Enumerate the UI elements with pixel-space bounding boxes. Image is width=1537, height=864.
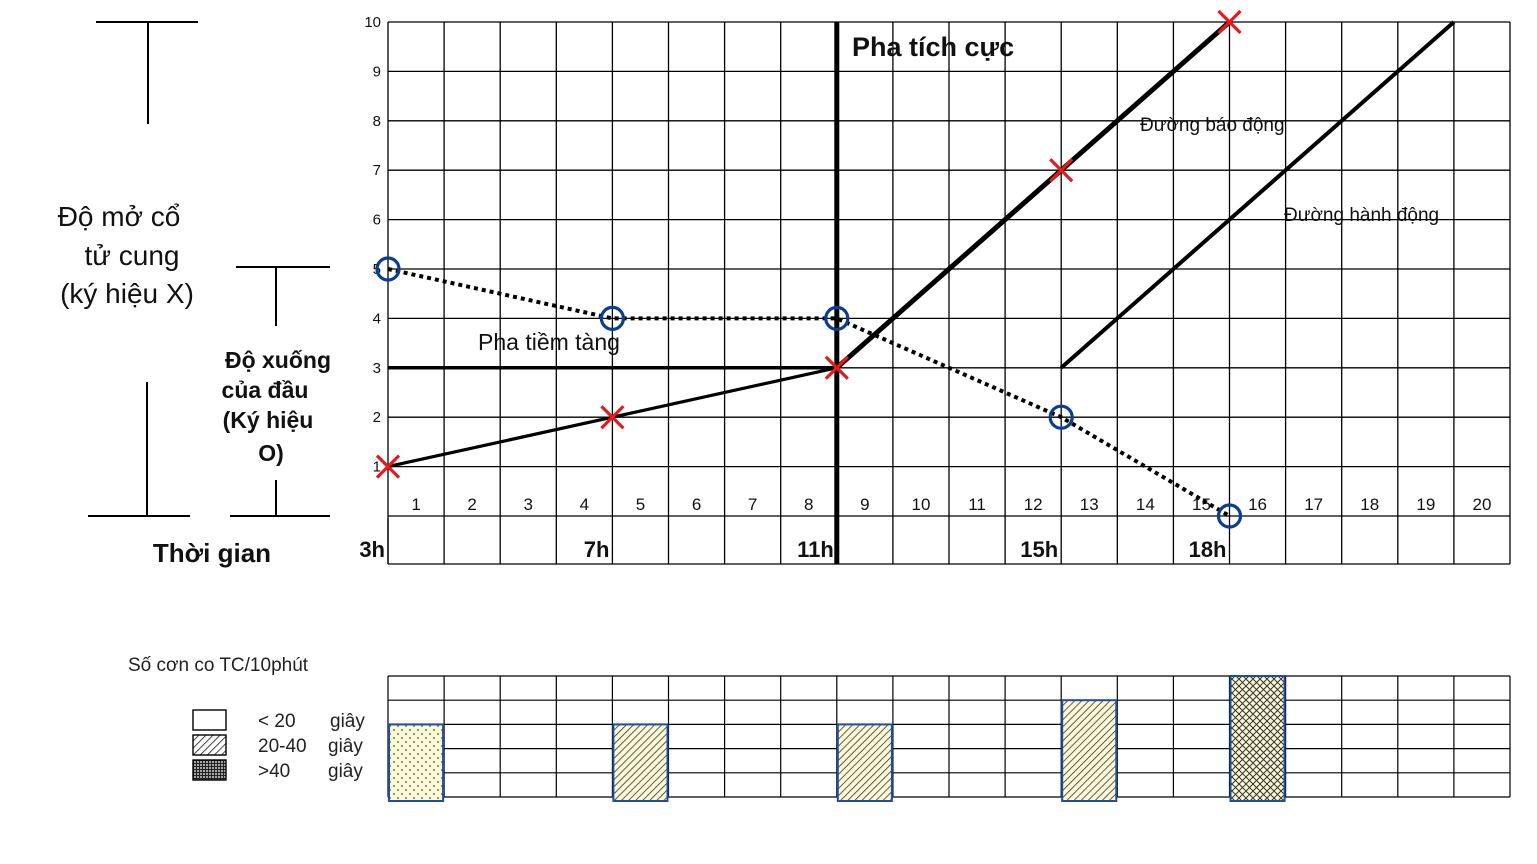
contraction-bars bbox=[388, 675, 1286, 803]
legend-swatch-short bbox=[192, 709, 227, 731]
active-phase-label: Pha tích cực bbox=[852, 32, 1014, 62]
contraction-bar bbox=[1229, 675, 1286, 802]
x-tick-label: 1 bbox=[411, 495, 420, 514]
y-tick-label: 7 bbox=[373, 162, 381, 179]
x-tick-label: 8 bbox=[804, 495, 813, 514]
legend-swatch-long bbox=[192, 759, 227, 781]
time-label: Thời gian bbox=[153, 538, 271, 568]
cervix-title-line-3: (ký hiệu X) bbox=[60, 278, 194, 309]
alert-line-label: Đường báo động bbox=[1140, 115, 1285, 136]
legend-unit-long: giây bbox=[328, 761, 363, 782]
contraction-bar bbox=[1061, 699, 1118, 803]
y-tick-label: 9 bbox=[373, 63, 381, 80]
time-labels: 3h 7h 11h 15h 18h bbox=[359, 537, 1226, 562]
x-tick-label: 11 bbox=[968, 495, 986, 514]
cervix-x-marker bbox=[824, 355, 849, 380]
descent-o-marker bbox=[375, 256, 401, 282]
legend-swatch-medium bbox=[192, 734, 227, 756]
legend-label-medium: 20-40 bbox=[258, 736, 307, 757]
x-tick-label: 19 bbox=[1416, 495, 1435, 514]
descent-title-line-2: của đầu bbox=[222, 377, 309, 403]
main-grid bbox=[387, 21, 1511, 565]
x-tick-label: 16 bbox=[1248, 495, 1267, 514]
x-tick-label: 10 bbox=[911, 495, 930, 514]
contraction-bar bbox=[836, 723, 893, 803]
legend-unit-short: giây bbox=[330, 711, 365, 732]
head-descent-line bbox=[387, 267, 1231, 518]
x-tick-label: 17 bbox=[1304, 495, 1323, 514]
cervix-x-marker bbox=[1217, 9, 1242, 35]
descent-title-line-1: Độ xuống bbox=[225, 347, 331, 373]
legend-label-short: < 20 bbox=[258, 711, 296, 732]
descent-title-line-3: (Ký hiệu bbox=[223, 407, 314, 433]
left-brackets bbox=[88, 21, 330, 517]
x-tick-labels: 1 2 3 4 5 6 7 8 9 10 11 12 13 14 15 16 17 18 19 20 bbox=[411, 495, 1491, 514]
x-tick-label: 13 bbox=[1080, 495, 1099, 514]
contractions-grid bbox=[387, 675, 1511, 798]
descent-title-line-4: O) bbox=[258, 440, 284, 466]
cervix-dilation-line bbox=[387, 20, 1231, 469]
descent-o-marker bbox=[824, 305, 850, 331]
time-tick-label: 11h bbox=[797, 537, 834, 562]
legend-label-long: >40 bbox=[258, 761, 290, 782]
time-tick-label: 3h bbox=[359, 537, 385, 562]
y-tick-label: 10 bbox=[364, 14, 381, 31]
descent-o-marker bbox=[1216, 503, 1243, 529]
x-tick-label: 2 bbox=[467, 495, 476, 514]
x-tick-label: 14 bbox=[1136, 495, 1155, 514]
x-tick-label: 6 bbox=[692, 495, 701, 514]
x-tick-label: 7 bbox=[748, 495, 757, 514]
time-tick-label: 15h bbox=[1020, 537, 1058, 562]
descent-o-marker bbox=[1048, 404, 1074, 430]
contraction-bar bbox=[612, 723, 669, 803]
contraction-bar bbox=[388, 723, 445, 803]
x-tick-label: 4 bbox=[580, 495, 589, 514]
time-tick-label: 7h bbox=[584, 537, 610, 562]
y-tick-label: 2 bbox=[373, 409, 381, 426]
x-tick-label: 15 bbox=[1192, 495, 1211, 514]
action-line-label: Đường hành động bbox=[1284, 205, 1439, 226]
cervix-x-marker bbox=[1049, 158, 1074, 183]
action-line bbox=[1059, 20, 1456, 370]
y-tick-label: 1 bbox=[373, 459, 381, 476]
x-tick-label: 18 bbox=[1360, 495, 1379, 514]
cervix-title-line-1: Độ mở cổ bbox=[58, 201, 181, 232]
x-tick-label: 20 bbox=[1472, 495, 1491, 514]
cervix-title-line-2: tử cung bbox=[84, 240, 179, 271]
x-tick-label: 3 bbox=[524, 495, 533, 514]
contractions-title: Số cơn co TC/10phút bbox=[128, 655, 309, 676]
cervix-x-marker bbox=[600, 405, 625, 430]
cervix-x-marker bbox=[375, 454, 401, 479]
series-markers bbox=[375, 9, 1243, 529]
legend: < 20 giây 20-40 giây >40 giây bbox=[192, 709, 365, 782]
x-tick-label: 9 bbox=[860, 495, 869, 514]
x-tick-label: 12 bbox=[1024, 495, 1043, 514]
time-tick-label: 18h bbox=[1189, 537, 1227, 562]
descent-o-marker bbox=[599, 305, 626, 331]
latent-phase-label: Pha tiềm tàng bbox=[478, 329, 620, 355]
legend-unit-medium: giây bbox=[328, 736, 363, 757]
x-tick-label: 5 bbox=[636, 495, 645, 514]
y-tick-label: 8 bbox=[373, 113, 381, 130]
y-tick-label: 4 bbox=[373, 310, 381, 327]
y-tick-label: 6 bbox=[373, 212, 381, 229]
y-tick-label: 3 bbox=[373, 360, 381, 377]
